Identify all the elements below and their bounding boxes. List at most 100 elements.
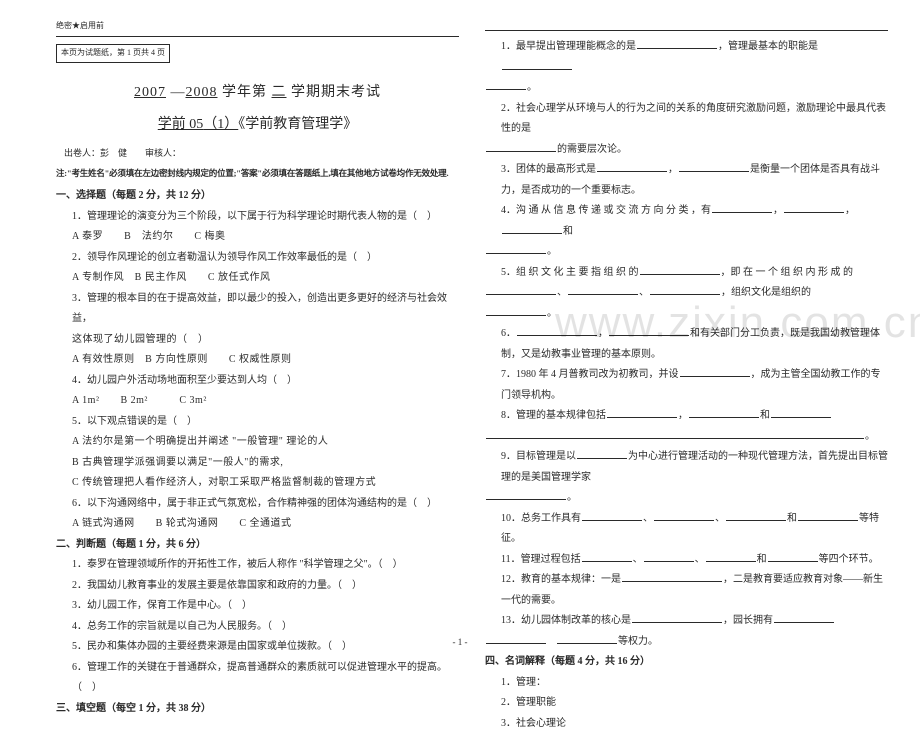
f10b: 、	[643, 513, 653, 524]
n1: 1．管理：	[501, 673, 888, 694]
f10: 10．总务工作具有、、和等特征。	[501, 509, 888, 550]
blank	[486, 306, 546, 316]
blank	[486, 491, 566, 501]
j3: 3．幼儿园工作，保育工作是中心。（ ）	[72, 596, 459, 617]
f8c: 和	[760, 410, 770, 421]
blank	[632, 614, 722, 624]
blank	[771, 409, 831, 419]
j4: 4．总务工作的宗旨就是以自己为人民服务。（ ）	[72, 617, 459, 638]
n2: 2．管理职能	[501, 693, 888, 714]
section-3-heading: 三、填空题（每空 1 分，共 38 分）	[56, 699, 459, 720]
q3-options: A 有效性原则 B 方向性原则 C 权威性原则	[72, 350, 459, 371]
q2-options: A 专制作风 B 民主作风 C 放任式作风	[72, 268, 459, 289]
f9c: 。	[567, 492, 577, 503]
blank	[517, 327, 597, 337]
blank	[637, 40, 717, 50]
blank	[486, 81, 526, 91]
blank	[597, 163, 667, 173]
blank	[486, 634, 546, 644]
f4e: 。	[547, 246, 557, 257]
year2: 2008	[186, 85, 218, 100]
right-column: 1．最早提出管理理能概念的是，管理最基本的职能是 。 2．社会心理学从环境与人的…	[485, 18, 888, 635]
n3: 3．社会心理论	[501, 714, 888, 734]
blank	[486, 245, 546, 255]
exam-title-2: 学前 05（1）《学前教育管理学》	[56, 111, 459, 140]
f1b: ，管理最基本的职能是	[718, 41, 818, 52]
tail: 学期期末考试	[291, 85, 381, 100]
blank	[706, 552, 756, 562]
f1c: 。	[527, 82, 537, 93]
blank	[774, 614, 834, 624]
blank	[502, 224, 562, 234]
f11e: 等四个环节。	[819, 554, 879, 565]
f11b: 、	[633, 554, 643, 565]
author-meta: 出卷人：彭 健 审核人：	[64, 144, 459, 162]
f7: 7．1980 年 4 月普教司改为初教司，并设，成为主管全国幼教工作的专门领导机…	[501, 365, 888, 406]
left-column: 绝密★启用前 本页为试题纸，第 1 页共 4 页 2007 —2008 学年第 …	[56, 18, 459, 635]
f13: 13．幼儿园体制改革的核心是，园长拥有	[501, 611, 888, 632]
q3b: 这体现了幼儿园管理的（ ）	[72, 330, 459, 351]
f7a: 7．1980 年 4 月普教司改为初教司，并设	[501, 369, 679, 380]
f12a: 12．教育的基本规律：一是	[501, 574, 621, 585]
f1: 1．最早提出管理理能概念的是，管理最基本的职能是	[501, 37, 888, 78]
f4: 4．沟 通 从 信 息 传 递 或 交 流 方 向 分 类 ，有，，和	[501, 201, 888, 242]
mid: 学年第	[222, 85, 267, 100]
year1: 2007	[134, 85, 166, 100]
q5: 5．以下观点错误的是（ ）	[72, 412, 459, 433]
page-box-note: 本页为试题纸，第 1 页共 4 页	[56, 44, 170, 62]
q4: 4．幼儿园户外活动场地面积至少要达到人均（ ）	[72, 371, 459, 392]
section-4-heading: 四、名词解释（每题 4 分，共 16 分）	[485, 652, 888, 673]
blank	[650, 286, 720, 296]
blank	[768, 552, 818, 562]
q6-options: A 链式沟通网 B 轮式沟通网 C 全通道式	[72, 514, 459, 535]
page-number: - 1 -	[453, 637, 468, 647]
f13c: 等权力。	[618, 636, 658, 647]
j5: 5．民办和集体办园的主要经费来源是由国家或单位拨款。（ ）	[72, 637, 459, 658]
f3b: ，	[668, 164, 678, 175]
f4b: ，	[773, 205, 783, 216]
q6: 6．以下沟通网络中，属于非正式气氛宽松，合作精神强的团体沟通结构的是（ ）	[72, 494, 459, 515]
t2-pre: 学前 05	[158, 117, 204, 132]
f6: 6．，和有关部门分工负责，既是我国幼教管理体制，又是幼教事业管理的基本原则。	[501, 324, 888, 365]
f2a: 2．社会心理学从环境与人的行为之间的关系的角度研究激励问题，激励理论中最具代表性…	[501, 103, 886, 135]
f8a: 8．管理的基本规律包括	[501, 410, 606, 421]
f5-cont2: 。	[485, 304, 888, 325]
f5e: ，组织文化是组织的	[721, 287, 811, 298]
f9-cont: 。	[485, 488, 888, 509]
f3a: 3．团体的最高形式是	[501, 164, 596, 175]
j6: 6．管理工作的关键在于普通群众，提高普通群众的素质就可以促进管理水平的提高。（ …	[72, 658, 459, 699]
f4-cont: 。	[485, 242, 888, 263]
f2-cont: 的需要层次论。	[485, 140, 888, 161]
f11a: 11．管理过程包括	[501, 554, 581, 565]
f6a: 6．	[501, 328, 516, 339]
j2: 2．我国幼儿教育事业的发展主要是依靠国家和政府的力量。（ ）	[72, 576, 459, 597]
blank	[609, 327, 689, 337]
f5: 5．组 织 文 化 主 要 指 组 织 的，即 在 一 个 组 织 内 形 成 …	[501, 263, 888, 284]
f2b: 的需要层次论。	[557, 144, 627, 155]
f1-cont: 。	[485, 78, 888, 99]
blank	[582, 552, 632, 562]
f13a: 13．幼儿园体制改革的核心是	[501, 615, 631, 626]
f8: 8．管理的基本规律包括，和	[501, 406, 888, 427]
f8-cont: 。	[485, 427, 888, 448]
q5b: B 古典管理学派强调要以满足"一般人"的需求,	[72, 453, 459, 474]
section-1-heading: 一、选择题（每题 2 分，共 12 分）	[56, 186, 459, 207]
blank	[640, 265, 720, 275]
f13-cont: 等权力。	[485, 632, 888, 653]
top-rule-r	[485, 30, 888, 31]
blank	[689, 409, 759, 419]
instruction-note: 注:"考生姓名"必须填在左边密封线内规定的位置;"答案"必须填在答题纸上,填在其…	[56, 165, 459, 182]
f5d: 、	[639, 287, 649, 298]
blank	[486, 142, 556, 152]
q1-options: A 泰罗 B 法约尔 C 梅奥	[72, 227, 459, 248]
blank	[679, 163, 749, 173]
j1: 1．泰罗在管理领域所作的开拓性工作，被后人称作 "科学管理之父"。（ ）	[72, 555, 459, 576]
f10c: 、	[715, 513, 725, 524]
q1: 1．管理理论的演变分为三个阶段，以下属于行为科学理论时期代表人物的是（ ）	[72, 207, 459, 228]
blank	[502, 60, 572, 70]
blank	[607, 409, 677, 419]
f4a: 4．沟 通 从 信 息 传 递 或 交 流 方 向 分 类 ，有	[501, 205, 711, 216]
dash: —	[171, 85, 186, 100]
blank	[557, 634, 617, 644]
blank	[577, 450, 627, 460]
